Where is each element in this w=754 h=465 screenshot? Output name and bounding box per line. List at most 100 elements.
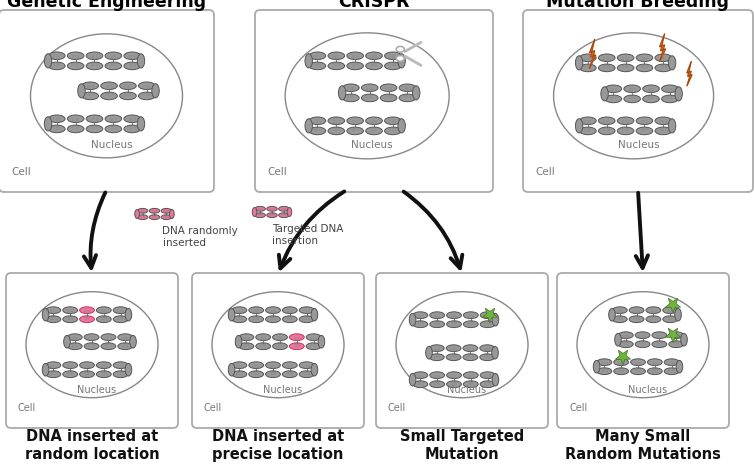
Ellipse shape <box>655 117 672 125</box>
Ellipse shape <box>124 62 140 70</box>
Ellipse shape <box>630 368 645 375</box>
Ellipse shape <box>30 34 182 158</box>
FancyBboxPatch shape <box>192 273 364 428</box>
Ellipse shape <box>120 82 136 90</box>
Ellipse shape <box>480 312 495 319</box>
Ellipse shape <box>125 363 132 376</box>
Ellipse shape <box>446 312 461 319</box>
Ellipse shape <box>446 381 461 388</box>
Ellipse shape <box>580 117 596 125</box>
Ellipse shape <box>599 64 615 72</box>
Ellipse shape <box>228 363 235 376</box>
Ellipse shape <box>82 92 99 100</box>
Ellipse shape <box>105 52 121 60</box>
Ellipse shape <box>78 84 85 98</box>
Ellipse shape <box>113 307 128 313</box>
Text: Nucleus: Nucleus <box>78 385 117 395</box>
Ellipse shape <box>290 343 304 350</box>
Ellipse shape <box>630 359 645 365</box>
Ellipse shape <box>306 334 321 340</box>
Ellipse shape <box>137 208 148 213</box>
Ellipse shape <box>161 215 172 219</box>
Ellipse shape <box>652 341 667 348</box>
Ellipse shape <box>101 343 116 350</box>
Ellipse shape <box>273 334 287 340</box>
Ellipse shape <box>464 381 478 388</box>
Ellipse shape <box>42 308 49 321</box>
Ellipse shape <box>67 115 84 123</box>
Ellipse shape <box>287 207 292 217</box>
Ellipse shape <box>366 52 382 60</box>
Ellipse shape <box>664 359 679 365</box>
Ellipse shape <box>130 335 136 348</box>
Ellipse shape <box>120 92 136 100</box>
Ellipse shape <box>366 127 382 135</box>
Text: CRISPR: CRISPR <box>339 0 409 11</box>
Ellipse shape <box>46 316 61 323</box>
Ellipse shape <box>139 92 155 100</box>
Ellipse shape <box>597 359 611 365</box>
Ellipse shape <box>615 333 621 346</box>
Ellipse shape <box>267 213 277 218</box>
Ellipse shape <box>429 345 444 352</box>
FancyBboxPatch shape <box>6 273 178 428</box>
Ellipse shape <box>97 307 111 313</box>
Ellipse shape <box>249 307 264 313</box>
Ellipse shape <box>668 119 676 133</box>
Ellipse shape <box>636 117 653 125</box>
Ellipse shape <box>480 381 495 388</box>
Ellipse shape <box>426 346 432 359</box>
Ellipse shape <box>575 56 583 70</box>
Ellipse shape <box>599 54 615 61</box>
Ellipse shape <box>464 321 478 327</box>
Ellipse shape <box>480 354 495 360</box>
Ellipse shape <box>342 94 359 102</box>
Ellipse shape <box>635 341 650 348</box>
Ellipse shape <box>399 84 415 92</box>
Ellipse shape <box>256 343 271 350</box>
Ellipse shape <box>366 62 382 70</box>
Text: Nucleus: Nucleus <box>628 385 667 395</box>
Ellipse shape <box>86 125 103 133</box>
Ellipse shape <box>575 119 583 133</box>
Ellipse shape <box>46 362 61 369</box>
Ellipse shape <box>669 341 684 348</box>
Ellipse shape <box>652 332 667 339</box>
Ellipse shape <box>398 54 406 68</box>
Ellipse shape <box>279 206 289 211</box>
Ellipse shape <box>328 52 345 60</box>
Ellipse shape <box>446 345 461 352</box>
Ellipse shape <box>67 62 84 70</box>
Ellipse shape <box>48 62 65 70</box>
Ellipse shape <box>124 52 140 60</box>
Ellipse shape <box>646 316 661 323</box>
Text: Cell: Cell <box>267 167 287 177</box>
Ellipse shape <box>265 307 280 313</box>
Ellipse shape <box>118 334 133 340</box>
Polygon shape <box>660 34 666 62</box>
Text: Cell: Cell <box>569 403 587 413</box>
Ellipse shape <box>149 208 160 213</box>
Ellipse shape <box>661 95 678 103</box>
Ellipse shape <box>235 335 242 348</box>
Ellipse shape <box>464 372 478 379</box>
Ellipse shape <box>675 308 682 321</box>
Ellipse shape <box>265 362 280 369</box>
Ellipse shape <box>328 117 345 125</box>
Ellipse shape <box>648 359 662 365</box>
Ellipse shape <box>480 321 495 327</box>
Ellipse shape <box>618 54 634 61</box>
Text: Cell: Cell <box>18 403 36 413</box>
Polygon shape <box>665 298 681 312</box>
Ellipse shape <box>655 54 672 61</box>
Ellipse shape <box>253 207 257 217</box>
Ellipse shape <box>63 371 78 378</box>
Ellipse shape <box>255 206 265 211</box>
Text: Cell: Cell <box>11 167 31 177</box>
Ellipse shape <box>42 363 49 376</box>
Text: Nucleus: Nucleus <box>447 385 486 395</box>
Ellipse shape <box>283 316 297 323</box>
FancyBboxPatch shape <box>255 10 493 192</box>
Ellipse shape <box>446 321 461 327</box>
Ellipse shape <box>265 371 280 378</box>
